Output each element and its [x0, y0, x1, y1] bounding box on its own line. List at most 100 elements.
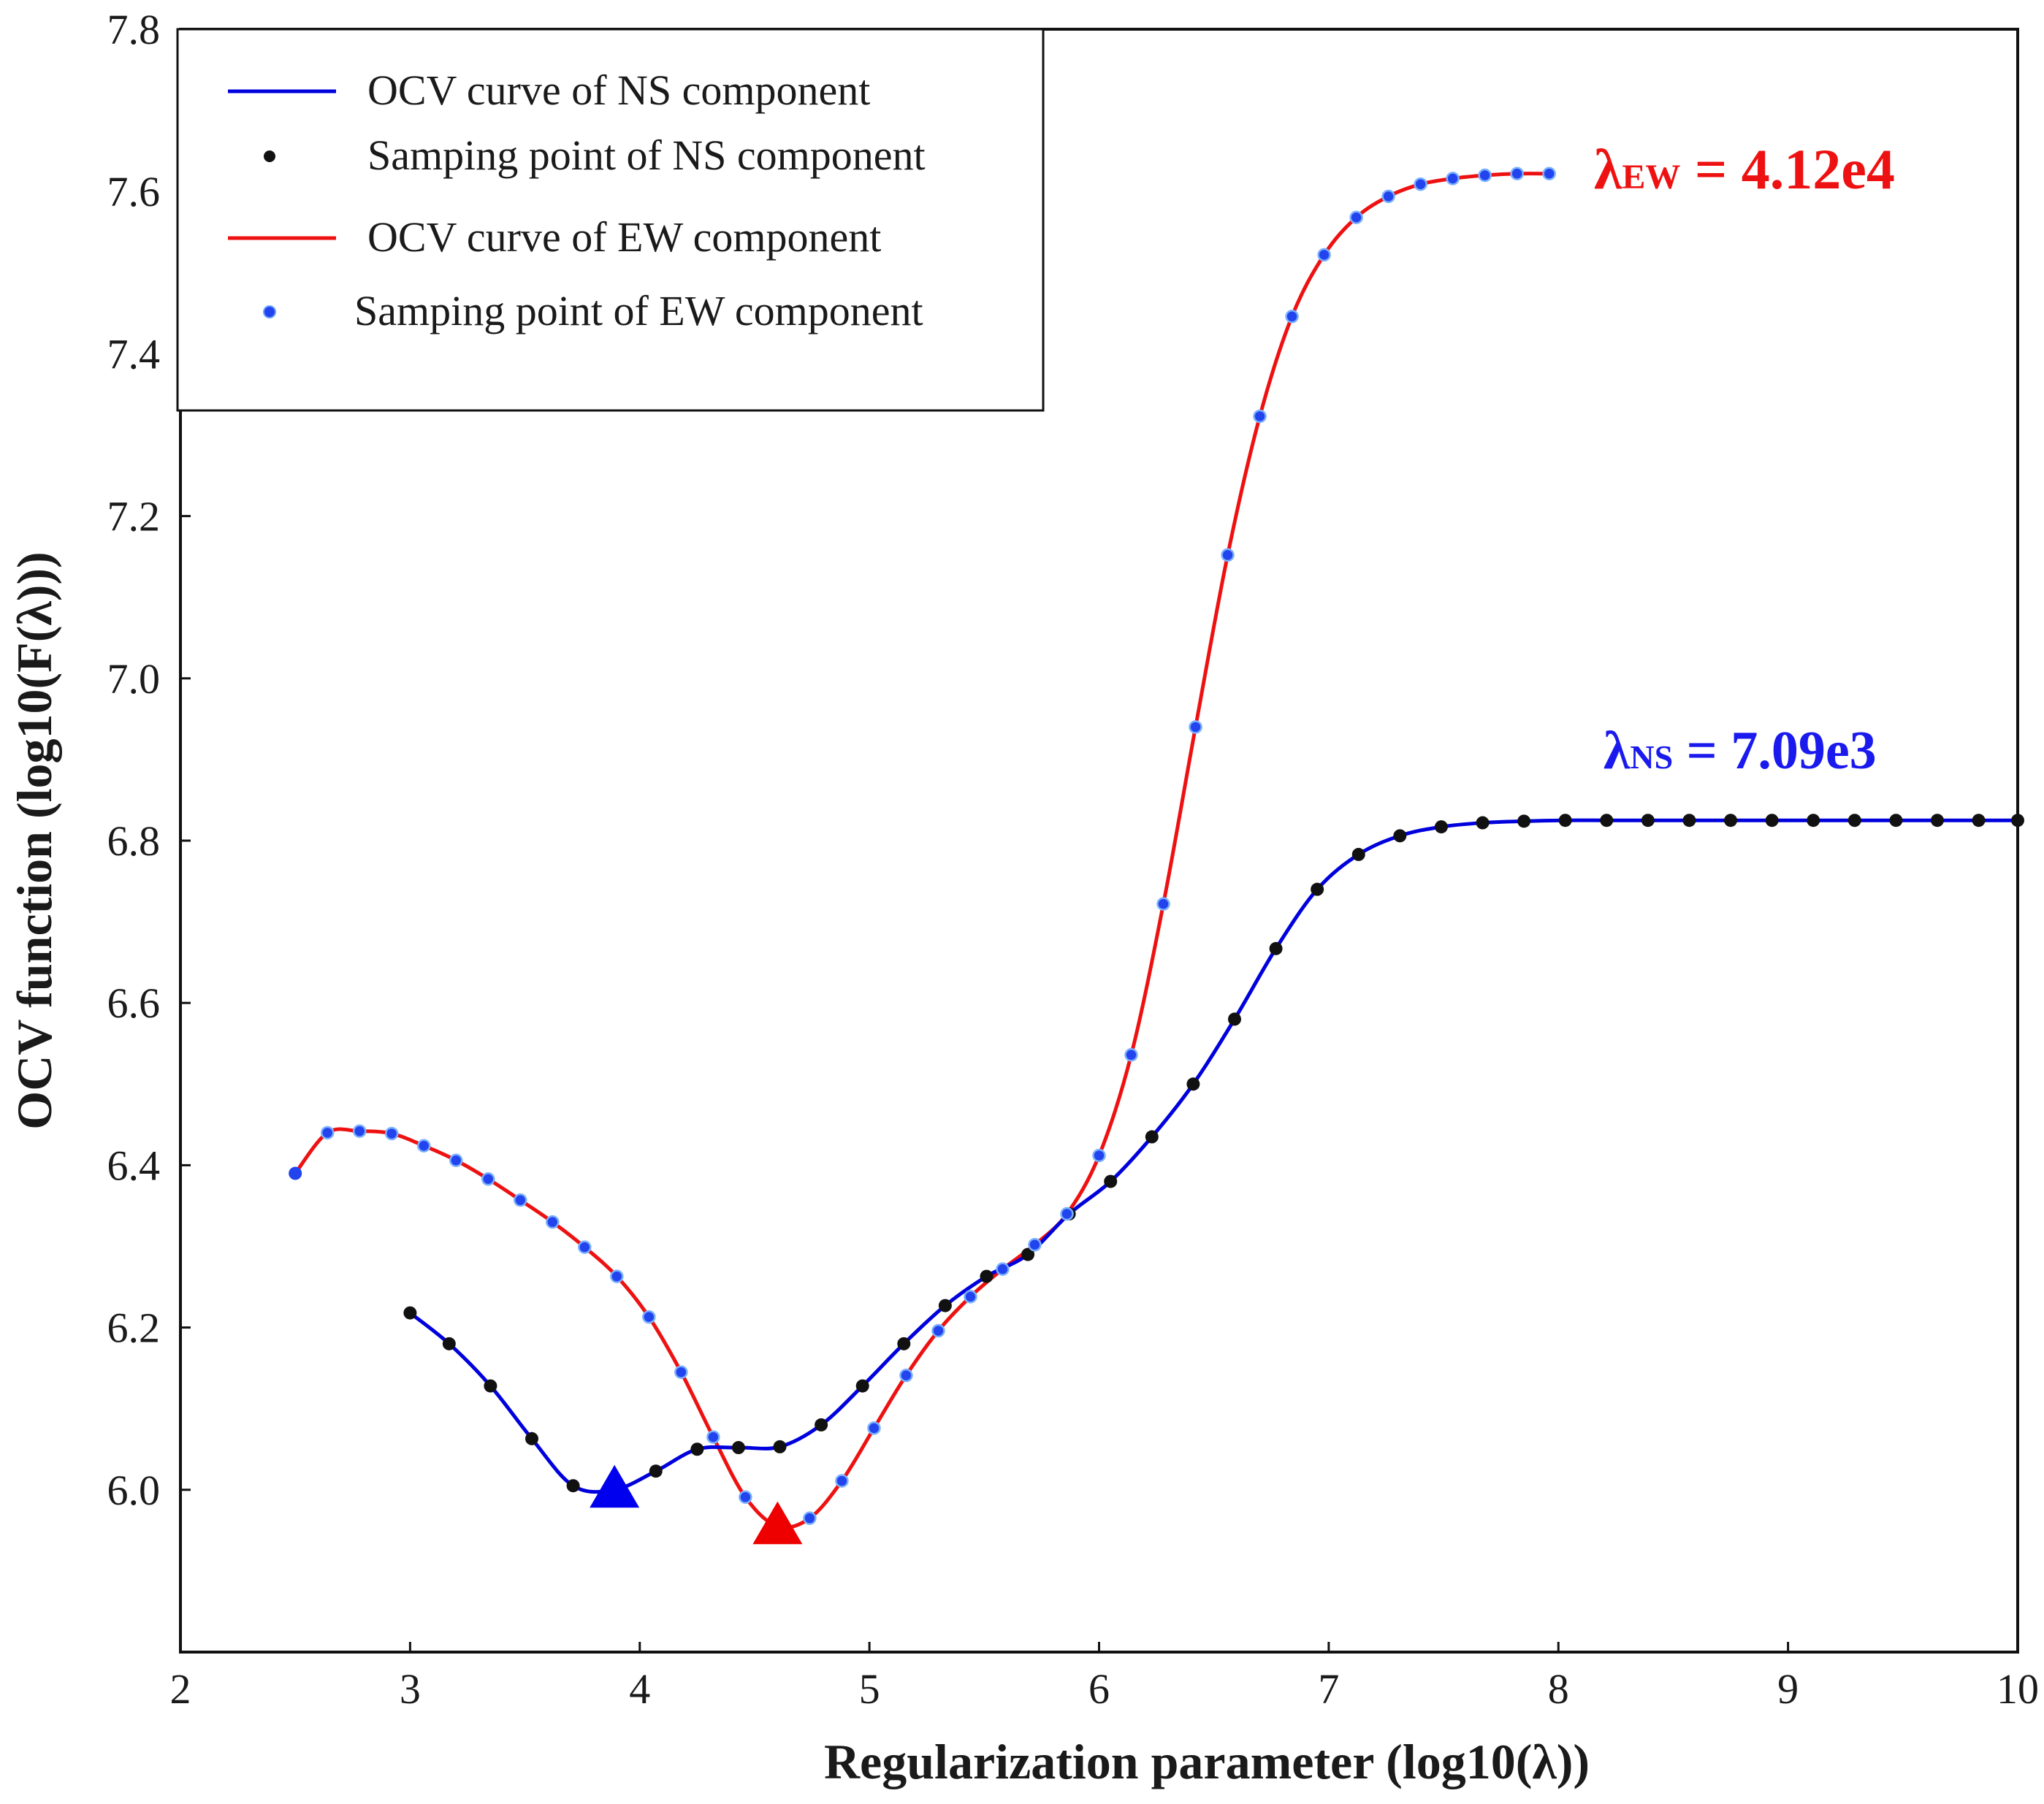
ns-sample-point: [1269, 941, 1283, 955]
ns-sample-point: [1765, 814, 1779, 828]
y-tick-label: 7.2: [107, 493, 161, 540]
ew-sample-point: [1349, 210, 1363, 225]
ew-sample-point: [706, 1430, 720, 1444]
ew-sample-point: [289, 1166, 302, 1180]
ns-sample-point: [1641, 814, 1655, 828]
x-tick-label: 7: [1318, 1665, 1339, 1713]
ns-sample-point: [1847, 814, 1861, 828]
ew-sample-point: [803, 1511, 817, 1525]
ew-sample-point: [1124, 1048, 1138, 1062]
ns-sample-point: [1434, 820, 1448, 834]
ew-sample-point: [546, 1215, 560, 1229]
legend-swatch-ew-points: [263, 305, 276, 318]
annotation-ew-value: = 4.12e4: [1680, 137, 1895, 201]
x-tick-label: 2: [170, 1665, 191, 1713]
ew-sample-point: [1092, 1148, 1106, 1163]
x-tick-label: 5: [859, 1665, 880, 1713]
ew-sample-point: [416, 1139, 431, 1153]
ns-sample-point: [815, 1418, 828, 1432]
ew-sample-point: [1381, 189, 1395, 204]
ew-sample-point: [1221, 548, 1235, 562]
ns-sample-point: [938, 1299, 952, 1312]
ns-sample-point: [2011, 814, 2024, 828]
ew-sample-point: [964, 1290, 977, 1304]
ew-sample-point: [578, 1240, 592, 1254]
y-tick-label: 7.6: [107, 168, 161, 215]
annotation-lambda-ew: λEW = 4.12e4: [1594, 137, 1895, 201]
ew-sample-point: [996, 1262, 1010, 1276]
legend-label-ns-points: Samping point of NS component: [367, 131, 926, 179]
ns-sample-point: [690, 1442, 704, 1456]
ns-sample-point: [1889, 814, 1903, 828]
ew-sample-point: [642, 1310, 656, 1324]
x-tick-label: 4: [629, 1665, 650, 1713]
ew-sample-point: [835, 1474, 849, 1488]
ew-minimum-marker: [752, 1501, 803, 1545]
ns-sample-point: [442, 1337, 456, 1350]
ns-sample-point: [1807, 814, 1820, 828]
ew-sample-point: [384, 1126, 399, 1141]
ew-sample-point: [1446, 172, 1460, 186]
ns-sample-point: [1600, 814, 1614, 828]
ew-sample-point: [1156, 897, 1170, 911]
ew-sample-point: [899, 1368, 913, 1383]
legend-label-ns-curve: OCV curve of NS component: [367, 66, 870, 114]
annotation-ns-value: = 7.09e3: [1673, 721, 1877, 781]
ew-sample-point: [449, 1153, 463, 1167]
plot-area: [289, 167, 2024, 1545]
ew-sample-point: [674, 1365, 688, 1379]
ew-sample-point: [739, 1490, 752, 1505]
ew-sample-point: [1253, 409, 1267, 424]
annotation-ew-symbol: λ: [1594, 137, 1622, 201]
y-tick-label: 6.8: [107, 817, 161, 865]
legend-label-ew-points: Samping point of EW component: [354, 287, 923, 335]
ns-sample-point: [525, 1432, 538, 1445]
y-axis: 6.0 6.2 6.4 6.6 6.8 7.0 7.2 7.4 7.6 7.8: [107, 6, 191, 1514]
ew-sample-point: [1478, 168, 1492, 183]
ew-sample-point: [352, 1124, 367, 1138]
x-axis: 2 3 4 5 6 7 8 9 10: [170, 1642, 2039, 1713]
ns-sample-point: [403, 1306, 417, 1320]
y-tick-label: 7.8: [107, 6, 161, 53]
x-tick-label: 10: [1997, 1665, 2039, 1713]
ew-sample-point: [931, 1323, 945, 1338]
y-tick-label: 6.4: [107, 1142, 161, 1189]
legend: OCV curve of NS component Samping point …: [176, 28, 1045, 412]
annotation-ew-subscript: EW: [1622, 158, 1680, 196]
ns-sample-point: [649, 1464, 663, 1478]
y-tick-label: 6.2: [107, 1304, 161, 1352]
ns-sample-point: [1311, 882, 1324, 896]
ew-sample-point: [867, 1421, 881, 1435]
ns-sample-point: [1517, 814, 1531, 828]
ns-sample-point: [1227, 1012, 1241, 1026]
y-tick-label: 6.0: [107, 1467, 161, 1514]
y-tick-label: 7.0: [107, 655, 161, 703]
ns-sample-point: [1972, 814, 1986, 828]
legend-swatch-ns-points: [264, 150, 275, 162]
ns-sample-point: [1351, 847, 1365, 861]
ew-sample-point: [1317, 248, 1331, 262]
ew-sample-point: [1414, 177, 1427, 191]
annotation-ns-subscript: NS: [1630, 738, 1673, 776]
ns-sample-point: [566, 1479, 580, 1493]
ns-sample-point: [484, 1379, 497, 1393]
ns-ocv-curve: [408, 818, 2018, 1494]
y-tick-label: 6.6: [107, 979, 161, 1027]
ns-sample-point: [1021, 1247, 1035, 1261]
ns-sample-point: [1724, 814, 1738, 828]
x-tick-label: 3: [400, 1665, 421, 1713]
ns-sample-point: [1186, 1077, 1200, 1091]
ns-sample-point: [731, 1441, 745, 1455]
ew-sample-point: [1510, 167, 1524, 181]
ns-sample-point: [897, 1337, 911, 1350]
x-tick-label: 6: [1088, 1665, 1110, 1713]
ew-sample-point: [481, 1172, 495, 1186]
ns-sample-point: [1558, 814, 1572, 828]
ns-sample-point: [1104, 1174, 1118, 1188]
ns-sample-point: [855, 1379, 869, 1393]
ns-sample-point: [1682, 814, 1696, 828]
legend-label-ew-curve: OCV curve of EW component: [367, 213, 881, 261]
ns-sample-point: [980, 1269, 994, 1283]
ns-sample-point: [1393, 829, 1407, 843]
